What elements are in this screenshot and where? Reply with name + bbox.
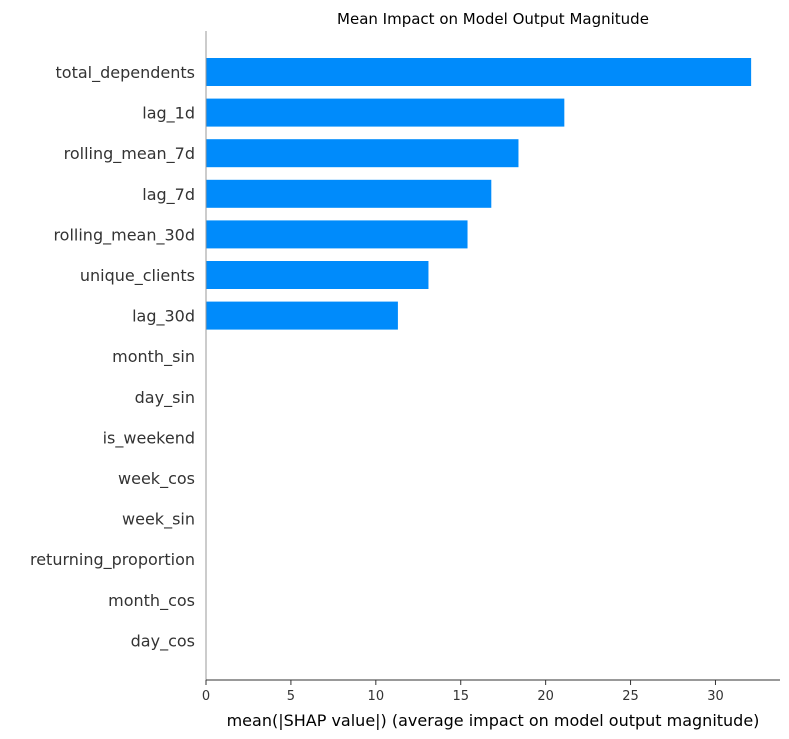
- category-label: week_sin: [122, 510, 195, 530]
- category-label: unique_clients: [80, 266, 195, 286]
- bar-rolling-mean-7d: [206, 139, 519, 168]
- category-label: lag_7d: [142, 185, 195, 205]
- category-label: day_cos: [131, 631, 195, 651]
- category-label: rolling_mean_30d: [53, 225, 195, 245]
- x-tick-label: 20: [537, 689, 554, 704]
- x-tick-label: 0: [202, 689, 210, 704]
- axes-group: [205, 31, 780, 681]
- category-label: month_sin: [112, 347, 195, 367]
- category-label: week_cos: [118, 469, 195, 489]
- category-label: lag_1d: [142, 104, 195, 124]
- bars-group: [206, 58, 752, 330]
- chart-title: Mean Impact on Model Output Magnitude: [337, 10, 649, 28]
- category-label: lag_30d: [132, 307, 195, 327]
- category-label: returning_proportion: [30, 550, 195, 570]
- x-tick-label: 15: [452, 689, 469, 704]
- category-label: rolling_mean_7d: [64, 144, 195, 164]
- bar-rolling-mean-30d: [206, 220, 468, 249]
- bar-lag-1d: [206, 98, 565, 127]
- category-label: total_dependents: [56, 63, 195, 83]
- x-tick-label: 30: [707, 689, 724, 704]
- bar-lag-30d: [206, 301, 398, 330]
- bar-lag-7d: [206, 179, 492, 208]
- x-tick-label: 5: [287, 689, 295, 704]
- category-label: is_weekend: [103, 428, 195, 448]
- category-labels-group: total_dependents lag_1d rolling_mean_7dlag…: [30, 63, 195, 651]
- x-ticks-group: 0 5 10 15 20 25 30: [202, 680, 724, 704]
- x-tick-label: 25: [622, 689, 639, 704]
- category-label: day_sin: [135, 388, 195, 408]
- bar-unique-clients: [206, 261, 429, 289]
- category-label: month_cos: [108, 591, 195, 611]
- x-axis-label: mean(|SHAP value|) (average impact on mo…: [227, 711, 760, 730]
- x-tick-label: 10: [368, 689, 385, 704]
- bar-total-dependents: [206, 58, 752, 86]
